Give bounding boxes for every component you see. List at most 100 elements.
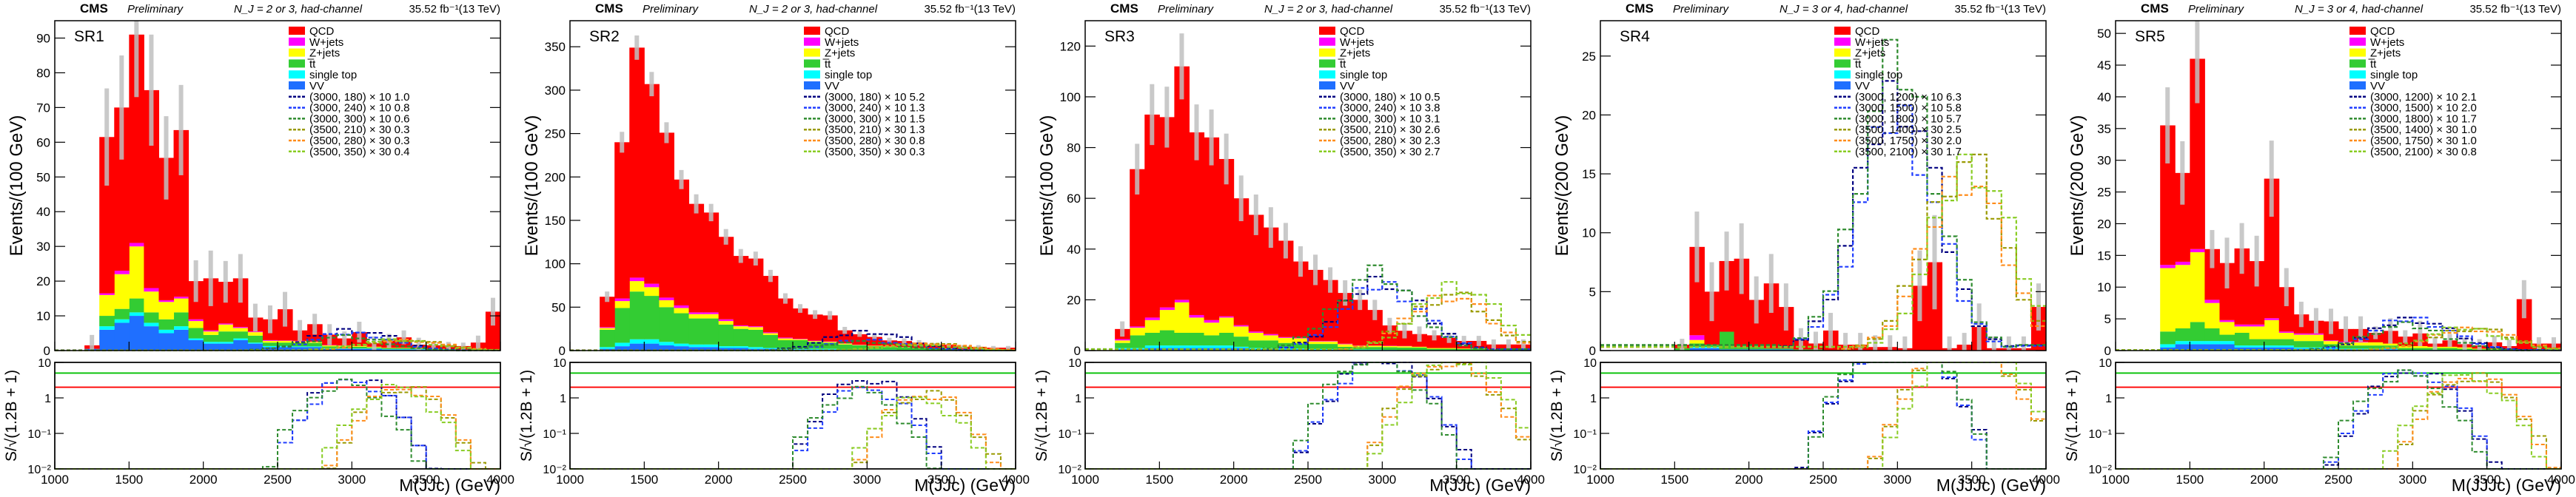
bar-tt <box>1115 342 1130 348</box>
ratio-y-tick-label: 10⁻¹ <box>2088 428 2112 441</box>
bar-wjets <box>1159 307 1175 311</box>
bar-tt <box>278 342 293 346</box>
legend-swatch <box>2349 27 2366 35</box>
legend-label: (3000, 300) × 10 1.5 <box>825 112 925 125</box>
bar-tt <box>1367 347 1383 350</box>
bar-vv <box>1763 349 1780 351</box>
bar-tt <box>247 335 264 343</box>
uncertainty-bar <box>1491 339 1496 350</box>
bar-tt <box>188 328 204 339</box>
uncertainty-bar <box>634 35 640 60</box>
bar-tt <box>1778 348 1794 350</box>
bar-tt <box>852 345 868 350</box>
bar-singletop <box>629 339 645 344</box>
legend-label: (3000, 240) × 10 1.3 <box>825 102 925 115</box>
bar-tt <box>1308 344 1324 349</box>
signal-line <box>1085 281 1531 351</box>
bar-vv <box>218 343 234 351</box>
bar-vv <box>1748 349 1765 351</box>
bar-tt <box>2412 348 2428 351</box>
uncertainty-bar <box>416 337 421 351</box>
uncertainty-bar <box>104 88 110 186</box>
bar-vv <box>614 346 630 351</box>
bar-tt <box>777 339 794 349</box>
x-axis-label: M(JJc) (GeV) <box>1429 476 1531 495</box>
uncertainty-bar <box>1828 313 1834 348</box>
uncertainty-bar <box>620 132 625 153</box>
bar-qcd <box>2175 172 2190 262</box>
legend-label: (3000, 1500) × 10 5.8 <box>1855 102 1962 115</box>
x-tick-label: 2500 <box>2324 473 2352 487</box>
bar-tt <box>2190 322 2205 342</box>
bar-tt <box>688 318 705 345</box>
uncertainty-bar <box>2477 339 2482 351</box>
bar-singletop <box>203 342 219 344</box>
legend-swatch <box>1319 27 1335 35</box>
y-tick-label: 70 <box>36 101 50 115</box>
y-tick-label: 45 <box>2097 58 2111 72</box>
bar-wjets <box>1292 337 1309 339</box>
x-tick-label: 1000 <box>556 473 584 487</box>
uncertainty-bar <box>708 203 714 222</box>
bar-singletop <box>129 312 144 317</box>
bar-tt <box>1397 347 1412 351</box>
bar-tt <box>2368 345 2384 349</box>
legend-swatch <box>1834 81 1851 89</box>
legend-swatch <box>289 37 305 46</box>
ratio-y-axis-label: S/√(1.2B + 1) <box>1033 370 1050 462</box>
bar-zjets <box>674 308 690 314</box>
bar-zjets <box>2278 332 2295 339</box>
bar-vv <box>2249 347 2265 351</box>
bar-singletop <box>2264 345 2280 348</box>
bar-tt <box>1292 343 1309 349</box>
uncertainty-bar <box>2239 223 2244 274</box>
bar-qcd <box>1248 214 1264 332</box>
panel-sr4: 0 5 10 15 20 25 Events/(200 GeV) CMS Preliminary… <box>1549 1 2060 495</box>
x-tick-label: 4000 <box>2547 473 2575 487</box>
x-tick-label: 2000 <box>2250 473 2278 487</box>
uncertainty-bar <box>2344 316 2349 342</box>
y-tick-label: 20 <box>1067 293 1081 307</box>
panel-sr2: 0 50 100 150 200 250 300 350 Events/(100 GeV) CMS… <box>518 1 1030 495</box>
x-axis-label: M(JJJc) (GeV) <box>1936 476 2046 495</box>
signal-line <box>1600 80 2046 347</box>
bar-vv <box>2338 349 2354 351</box>
bar-singletop <box>1278 348 1294 350</box>
bar-wjets <box>703 312 720 314</box>
bar-tt <box>1441 348 1458 351</box>
legend-label: t̅t <box>307 58 316 70</box>
x-axis-label: M(JJc) (GeV) <box>914 476 1016 495</box>
significance-line <box>1085 362 1531 470</box>
bar-qcd <box>485 311 501 351</box>
y-tick-label: 5 <box>1589 285 1596 299</box>
ratio-y-tick-label: 1 <box>1590 393 1597 405</box>
x-tick-label: 2500 <box>1294 473 1322 487</box>
legend-label: VV <box>309 80 324 92</box>
bar-singletop <box>808 348 823 350</box>
bar-qcd <box>144 89 159 288</box>
x-tick-label: 1500 <box>2176 473 2204 487</box>
bar-qcd <box>173 129 189 297</box>
bar-tt <box>2204 328 2220 342</box>
legend-label: W+jets <box>825 36 859 49</box>
panel-sr3: 0 20 40 60 80 100 120 Events/(100 GeV) CMS Prelim… <box>1033 1 1545 495</box>
uncertainty-bar <box>2388 318 2393 344</box>
bar-qcd <box>777 298 794 338</box>
bar-wjets <box>674 305 690 308</box>
uncertainty-bar <box>768 269 773 283</box>
cms-label: CMS <box>1110 1 1138 16</box>
bar-singletop <box>144 322 159 327</box>
bar-zjets <box>793 339 808 340</box>
lumi-label: 35.52 fb⁻¹(13 TeV) <box>1954 3 2046 16</box>
legend-label: (3500, 350) × 30 0.3 <box>825 146 925 158</box>
bar-tt <box>1323 344 1338 349</box>
legend-swatch <box>1834 48 1851 57</box>
legend-label: (3500, 2100) × 30 0.8 <box>2370 146 2477 158</box>
bar-zjets <box>1292 338 1309 344</box>
bar-qcd <box>1734 258 1750 348</box>
bar-zjets <box>2293 334 2310 342</box>
bar-singletop <box>1704 347 1720 348</box>
bar-wjets <box>1338 343 1353 345</box>
bar-wjets <box>2190 248 2205 253</box>
